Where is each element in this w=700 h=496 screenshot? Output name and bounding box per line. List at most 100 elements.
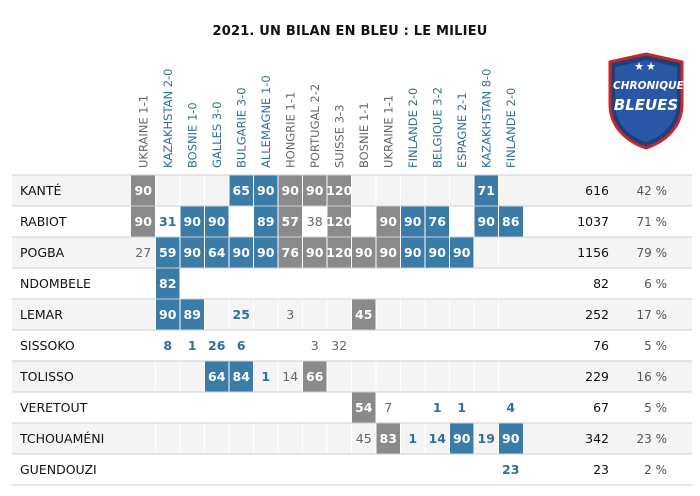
starter-cell	[425, 237, 450, 268]
minutes-label: 90	[184, 245, 202, 260]
minutes-label: 90	[135, 183, 153, 198]
substitute-minutes-label: 27	[135, 245, 151, 260]
substitute-minutes-label: 1	[408, 431, 417, 446]
minutes-label: 64	[208, 369, 226, 384]
player-name: POGBA	[20, 245, 65, 260]
minutes-label: 89	[257, 214, 274, 229]
starter-cell	[278, 206, 303, 237]
starter-cell	[302, 237, 327, 268]
player-name: RABIOT	[20, 214, 67, 229]
minutes-label: 90	[502, 431, 520, 446]
minutes-label: 90	[453, 245, 471, 260]
total-minutes: 23	[593, 462, 609, 477]
substitute-minutes-label: 14	[429, 431, 447, 446]
starter-cell	[204, 361, 229, 392]
substitute-minutes-label: 25	[233, 307, 250, 322]
minutes-label: 90	[404, 214, 422, 229]
substitute-minutes-label: 8	[163, 338, 172, 353]
minutes-label: 90	[380, 245, 398, 260]
player-name: TOLISSO	[19, 369, 74, 384]
match-header-label: FINLANDE 2-0	[406, 88, 420, 168]
minutes-label: 120	[326, 183, 352, 198]
substitute-minutes-label: 26	[208, 338, 226, 353]
substitute-minutes-label: 38	[307, 214, 323, 229]
minutes-label: 90	[159, 307, 177, 322]
minutes-label: 57	[282, 214, 299, 229]
starter-cell	[253, 175, 278, 206]
starter-cell	[229, 237, 254, 268]
starter-cell	[400, 237, 425, 268]
minutes-percentage: 16 %	[637, 370, 668, 384]
minutes-label: 84	[233, 369, 251, 384]
player-name: TCHOUAMÉNI	[19, 431, 104, 446]
starter-cell	[376, 206, 401, 237]
minutes-label: 82	[159, 276, 176, 291]
starter-cell	[155, 237, 180, 268]
starter-cell	[253, 206, 278, 237]
starter-cell	[498, 206, 523, 237]
match-header-label: HONGRIE 1-1	[283, 92, 297, 168]
match-header-label: ESPAGNE 2-1	[455, 92, 469, 168]
match-header-label: BOSNIE 1-0	[185, 102, 199, 168]
minutes-label: 120	[326, 245, 352, 260]
minutes-label: 90	[306, 183, 324, 198]
substitute-minutes-label: 7	[384, 400, 392, 415]
starter-cell	[229, 175, 254, 206]
starter-cell	[278, 175, 303, 206]
substitute-minutes-label: 23	[502, 462, 519, 477]
minutes-percentage: 42 %	[637, 184, 668, 198]
substitute-minutes-label: 19	[478, 431, 495, 446]
total-minutes: 1037	[577, 214, 609, 229]
starter-cell	[351, 299, 376, 330]
match-header-label: SUISSE 3-3	[332, 105, 346, 168]
total-minutes: 76	[593, 338, 609, 353]
match-header-label: UKRAINE 1-1	[381, 95, 395, 168]
player-name: LEMAR	[20, 307, 63, 322]
match-header-label: BULGARIE 3-0	[234, 87, 248, 168]
starter-cell	[131, 206, 156, 237]
minutes-label: 90	[257, 245, 275, 260]
minutes-label: 59	[159, 245, 176, 260]
minutes-label: 76	[429, 214, 447, 229]
minutes-label: 64	[208, 245, 226, 260]
minutes-percentage: 5 %	[644, 339, 667, 353]
starter-cell	[180, 299, 205, 330]
minutes-percentage: 2 %	[644, 463, 667, 477]
starter-cell	[131, 175, 156, 206]
match-header-label: BELGIQUE 3-2	[430, 87, 444, 168]
starter-cell	[376, 423, 401, 454]
starter-cell	[155, 268, 180, 299]
starter-cell	[180, 237, 205, 268]
starter-cell	[449, 237, 474, 268]
match-header-label: PORTUGAL 2-2	[308, 84, 322, 168]
minutes-label: 83	[380, 431, 397, 446]
substitute-minutes-label: 1	[433, 400, 442, 415]
minutes-label: 90	[380, 214, 398, 229]
minutes-percentage: 6 %	[644, 277, 667, 291]
minutes-label: 90	[208, 214, 226, 229]
total-minutes: 1156	[577, 245, 609, 260]
minutes-percentage: 79 %	[637, 246, 668, 260]
player-name: NDOMBELE	[20, 276, 91, 291]
minutes-label: 90	[355, 245, 373, 260]
starter-cell	[302, 361, 327, 392]
minutes-label: 90	[257, 183, 275, 198]
total-minutes: 616	[585, 183, 609, 198]
minutes-label: 86	[502, 214, 520, 229]
player-name: SISSOKO	[20, 338, 75, 353]
starter-cell	[327, 206, 352, 237]
minutes-percentage: 17 %	[637, 308, 668, 322]
minutes-label: 54	[355, 400, 373, 415]
starter-cell	[327, 175, 352, 206]
match-header-label: ALLEMAGNE 1-0	[259, 75, 273, 168]
minutes-label: 90	[233, 245, 251, 260]
starter-cell	[180, 206, 205, 237]
minutes-percentage: 5 %	[644, 401, 667, 415]
total-minutes: 252	[585, 307, 609, 322]
starter-cell	[253, 237, 278, 268]
starter-cell	[498, 423, 523, 454]
chroniques-bleues-logo	[608, 52, 684, 150]
minutes-label: 90	[453, 431, 471, 446]
substitute-minutes-label: 3	[311, 338, 319, 353]
substitute-minutes-label: 3	[286, 307, 294, 322]
